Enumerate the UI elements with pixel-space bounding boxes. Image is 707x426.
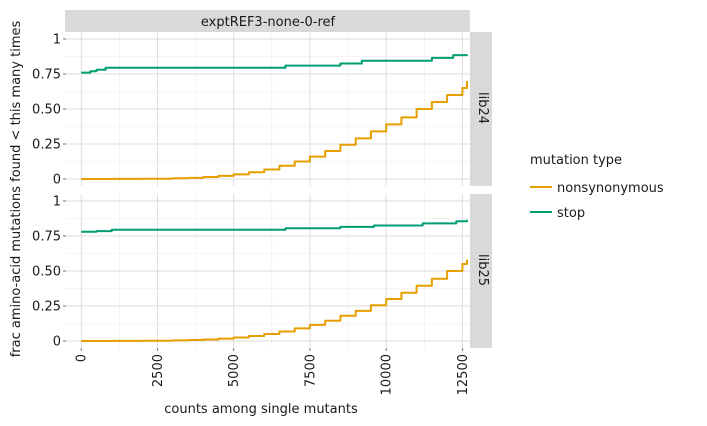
legend-label-nonsynonymous: nonsynonymous [557, 181, 664, 196]
row-strip [470, 32, 492, 186]
row-strip-label-top: lib24 [475, 92, 490, 124]
y-tick-label: 0 [53, 335, 61, 350]
column-strip [65, 10, 470, 32]
y-tick-label: 0.25 [32, 138, 61, 153]
x-tick-label: 5000 [227, 354, 242, 387]
legend-label-stop: stop [557, 206, 585, 221]
y-tick-label: 0.75 [32, 68, 61, 83]
y-tick-label: 0.50 [32, 265, 61, 280]
x-tick-label: 2500 [151, 354, 166, 387]
y-tick-label: 1 [53, 33, 61, 48]
plot-layer: 0 0.25 0.50 0.75 1 0 0.25 0.50 0.75 1 0 2500 5000 750… [32, 10, 492, 395]
x-tick-label: 0 [75, 354, 90, 362]
series-line-nonsynonymous [81, 259, 468, 342]
y-tick-label: 0.75 [32, 230, 61, 245]
legend-title: mutation type [530, 153, 622, 168]
y-tick-label: 1 [53, 195, 61, 210]
x-tick-label: 7500 [303, 354, 318, 387]
row-strip-label-bottom: lib25 [475, 254, 490, 286]
series-line-stop [81, 54, 468, 74]
x-axis-title: counts among single mutants [164, 402, 358, 417]
x-tick-label: 12500 [456, 354, 471, 395]
y-axis-title: frac amino-acid mutations found < this m… [9, 21, 24, 358]
x-tick-label: 10000 [380, 354, 395, 395]
y-tick-label: 0.25 [32, 300, 61, 315]
y-tick-label: 0.50 [32, 103, 61, 118]
column-strip-label: exptREF3-none-0-ref [201, 15, 336, 30]
series-line-nonsynonymous [81, 81, 468, 180]
series-line-stop [81, 219, 468, 233]
y-tick-label: 0 [53, 173, 61, 188]
legend: mutation type nonsynonymous stop [530, 153, 664, 221]
row-strip [470, 194, 492, 348]
